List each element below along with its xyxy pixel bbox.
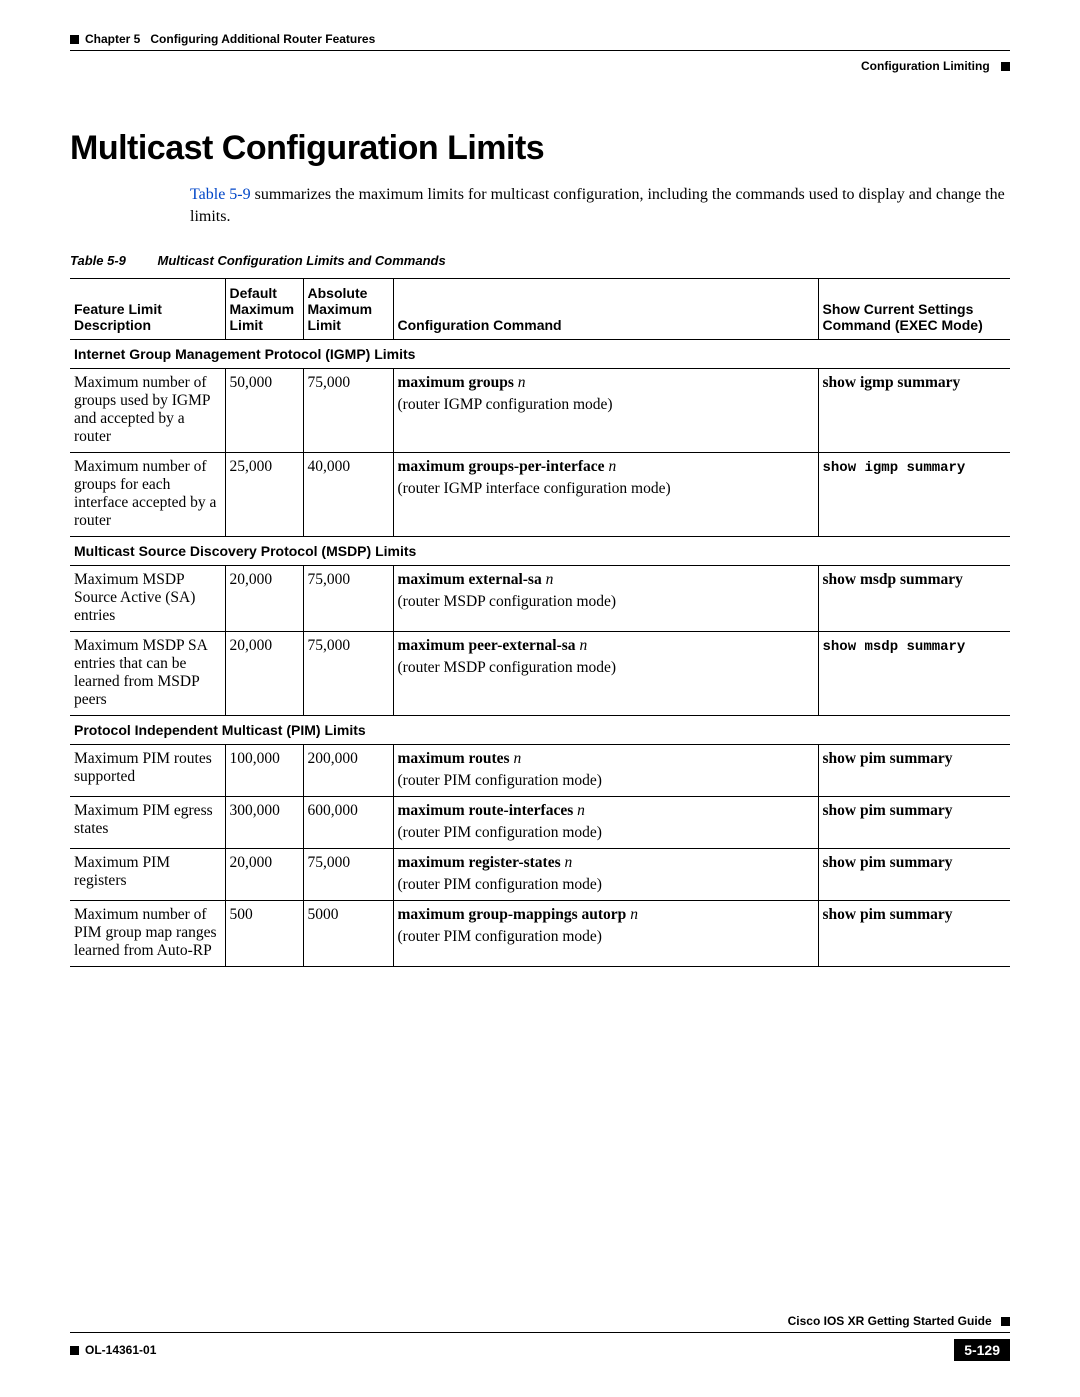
section-title-cell: Internet Group Management Protocol (IGMP…: [70, 340, 1010, 369]
square-icon: [1001, 62, 1010, 71]
table-row: Maximum MSDP SA entries that can be lear…: [70, 632, 1010, 716]
cell-default-limit: 20,000: [225, 632, 303, 716]
cell-absolute-limit: 75,000: [303, 566, 393, 632]
cell-show-command: show igmp summary: [818, 453, 1010, 537]
cell-description: Maximum PIM registers: [70, 849, 225, 901]
cell-show-command: show pim summary: [818, 797, 1010, 849]
table-caption-text: Multicast Configuration Limits and Comma…: [158, 253, 446, 268]
col-header-command: Configuration Command: [393, 279, 818, 340]
cell-config-command: maximum groups-per-interface n(router IG…: [393, 453, 818, 537]
cell-description: Maximum PIM egress states: [70, 797, 225, 849]
cell-description: Maximum PIM routes supported: [70, 745, 225, 797]
cell-default-limit: 50,000: [225, 369, 303, 453]
intro-paragraph: Table 5-9 summarizes the maximum limits …: [190, 184, 1010, 227]
section-title-cell: Multicast Source Discovery Protocol (MSD…: [70, 537, 1010, 566]
col-header-desc: Feature Limit Description: [70, 279, 225, 340]
cell-description: Maximum MSDP Source Active (SA) entries: [70, 566, 225, 632]
cell-show-command: show pim summary: [818, 745, 1010, 797]
table-section-row: Multicast Source Discovery Protocol (MSD…: [70, 537, 1010, 566]
cell-default-limit: 100,000: [225, 745, 303, 797]
table-row: Maximum number of groups for each interf…: [70, 453, 1010, 537]
footer-doc-id: OL-14361-01: [70, 1343, 156, 1357]
limits-table: Feature Limit Description Default Maximu…: [70, 278, 1010, 967]
intro-text: summarizes the maximum limits for multic…: [190, 186, 1005, 225]
cell-absolute-limit: 75,000: [303, 849, 393, 901]
page-footer: Cisco IOS XR Getting Started Guide OL-14…: [70, 1314, 1010, 1361]
table-caption: Table 5-9 Multicast Configuration Limits…: [70, 253, 1010, 268]
cell-absolute-limit: 75,000: [303, 632, 393, 716]
cell-description: Maximum number of groups used by IGMP an…: [70, 369, 225, 453]
table-label: Table 5-9: [70, 253, 126, 268]
table-row: Maximum PIM routes supported100,000200,0…: [70, 745, 1010, 797]
cell-config-command: maximum peer-external-sa n(router MSDP c…: [393, 632, 818, 716]
cell-default-limit: 500: [225, 901, 303, 967]
table-row: Maximum MSDP Source Active (SA) entries2…: [70, 566, 1010, 632]
table-row: Maximum number of PIM group map ranges l…: [70, 901, 1010, 967]
table-row: Maximum PIM registers20,00075,000maximum…: [70, 849, 1010, 901]
cell-description: Maximum MSDP SA entries that can be lear…: [70, 632, 225, 716]
cell-default-limit: 20,000: [225, 566, 303, 632]
square-icon: [70, 1346, 79, 1355]
cell-config-command: maximum routes n(router PIM configuratio…: [393, 745, 818, 797]
section-title-cell: Protocol Independent Multicast (PIM) Lim…: [70, 716, 1010, 745]
cell-description: Maximum number of groups for each interf…: [70, 453, 225, 537]
cell-description: Maximum number of PIM group map ranges l…: [70, 901, 225, 967]
spacer: [140, 32, 150, 46]
cell-default-limit: 20,000: [225, 849, 303, 901]
cell-absolute-limit: 75,000: [303, 369, 393, 453]
cell-absolute-limit: 40,000: [303, 453, 393, 537]
cell-show-command: show msdp summary: [818, 566, 1010, 632]
cell-absolute-limit: 600,000: [303, 797, 393, 849]
doc-id-text: OL-14361-01: [85, 1343, 156, 1357]
page: Chapter 5 Configuring Additional Router …: [0, 0, 1080, 1397]
cell-default-limit: 300,000: [225, 797, 303, 849]
running-header: Chapter 5 Configuring Additional Router …: [70, 32, 1010, 46]
page-number-badge: 5-129: [954, 1339, 1010, 1361]
cell-show-command: show pim summary: [818, 901, 1010, 967]
cell-absolute-limit: 200,000: [303, 745, 393, 797]
cell-config-command: maximum route-interfaces n(router PIM co…: [393, 797, 818, 849]
square-icon: [70, 35, 79, 44]
chapter-title: Configuring Additional Router Features: [150, 32, 375, 46]
table-header-row: Feature Limit Description Default Maximu…: [70, 279, 1010, 340]
table-section-row: Protocol Independent Multicast (PIM) Lim…: [70, 716, 1010, 745]
footer-guide: Cisco IOS XR Getting Started Guide: [70, 1314, 1010, 1328]
col-header-default: Default Maximum Limit: [225, 279, 303, 340]
table-row: Maximum number of groups used by IGMP an…: [70, 369, 1010, 453]
page-title: Multicast Configuration Limits: [70, 129, 1010, 168]
cell-show-command: show msdp summary: [818, 632, 1010, 716]
col-header-show: Show Current Settings Command (EXEC Mode…: [818, 279, 1010, 340]
square-icon: [1001, 1317, 1010, 1326]
table-section-row: Internet Group Management Protocol (IGMP…: [70, 340, 1010, 369]
cell-show-command: show pim summary: [818, 849, 1010, 901]
table-reference-link[interactable]: Table 5-9: [190, 186, 251, 203]
cell-config-command: maximum external-sa n(router MSDP config…: [393, 566, 818, 632]
cell-config-command: maximum groups n(router IGMP configurati…: [393, 369, 818, 453]
cell-config-command: maximum group-mappings autorp n(router P…: [393, 901, 818, 967]
header-rule: [70, 50, 1010, 51]
footer-rule: [70, 1332, 1010, 1333]
cell-show-command: show igmp summary: [818, 369, 1010, 453]
section-right-text: Configuration Limiting: [861, 59, 990, 73]
chapter-label: Chapter 5: [85, 32, 140, 46]
cell-absolute-limit: 5000: [303, 901, 393, 967]
footer-guide-text: Cisco IOS XR Getting Started Guide: [788, 1314, 992, 1328]
cell-config-command: maximum register-states n(router PIM con…: [393, 849, 818, 901]
footer-row: OL-14361-01 5-129: [70, 1339, 1010, 1361]
col-header-absolute: Absolute Maximum Limit: [303, 279, 393, 340]
section-right: Configuration Limiting: [70, 59, 1010, 73]
cell-default-limit: 25,000: [225, 453, 303, 537]
table-row: Maximum PIM egress states300,000600,000m…: [70, 797, 1010, 849]
